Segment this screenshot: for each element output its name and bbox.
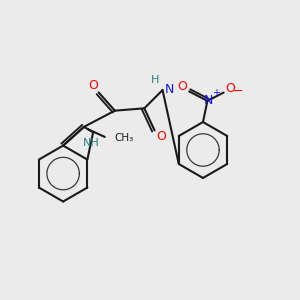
Text: O: O xyxy=(178,80,188,93)
Text: O: O xyxy=(88,80,98,92)
Text: O: O xyxy=(225,82,235,95)
Text: N: N xyxy=(203,94,213,107)
Text: +: + xyxy=(212,88,220,98)
Text: −: − xyxy=(233,85,244,98)
Text: H: H xyxy=(151,75,159,85)
Text: N: N xyxy=(165,83,174,96)
Text: NH: NH xyxy=(83,137,100,148)
Text: O: O xyxy=(156,130,166,143)
Text: CH₃: CH₃ xyxy=(114,134,134,143)
